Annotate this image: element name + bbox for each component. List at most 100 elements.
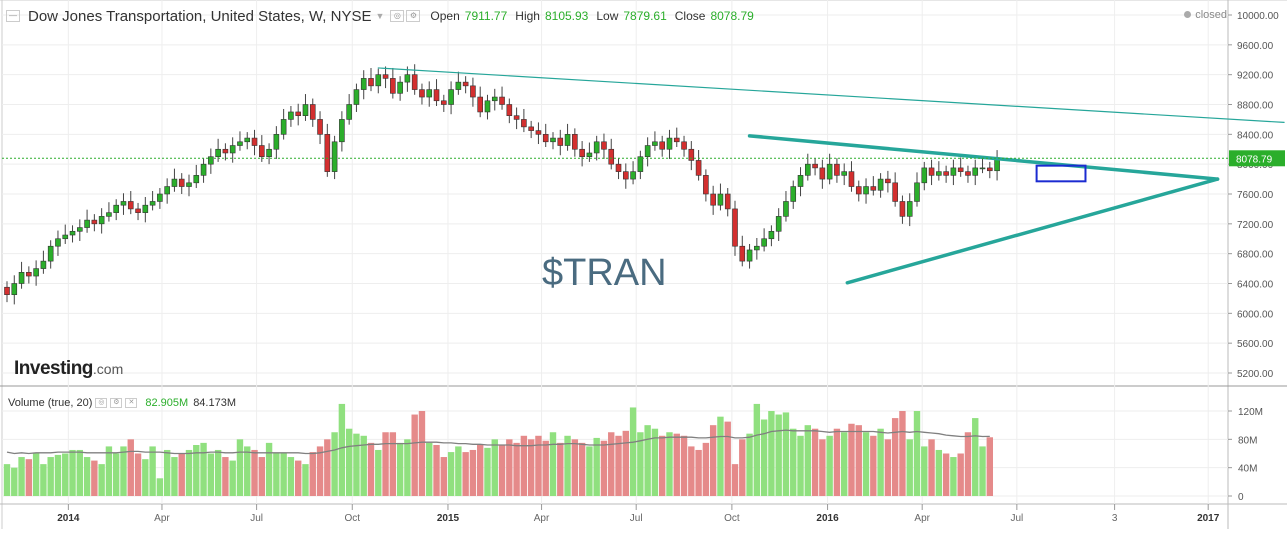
- volume-ma-line: [6, 429, 990, 455]
- volume-bar: [360, 435, 367, 496]
- high-label: High: [515, 9, 540, 23]
- settings-icon[interactable]: ⚙: [110, 398, 123, 408]
- candle-body: [681, 141, 687, 150]
- current-price-tag: [1229, 150, 1285, 167]
- candle-body: [200, 163, 207, 176]
- volume-bar: [666, 432, 673, 496]
- candle-body: [593, 141, 600, 154]
- volume-bar: [353, 433, 360, 496]
- volume-bar: [3, 464, 11, 496]
- candle-body: [280, 119, 287, 135]
- status-dot-icon: [1184, 11, 1192, 18]
- candle-body: [18, 272, 25, 284]
- volume-bar: [891, 418, 899, 496]
- time-tick-label: 2014: [57, 513, 80, 524]
- volume-bar: [200, 442, 207, 496]
- volume-bar: [571, 439, 579, 496]
- candle-body: [120, 201, 127, 206]
- candle-body: [433, 89, 440, 102]
- volume-bar: [870, 435, 877, 496]
- volume-bar: [906, 439, 913, 496]
- volume-bar: [324, 439, 331, 496]
- candle-body: [666, 137, 673, 150]
- volume-bar: [724, 421, 731, 496]
- candle-body: [521, 119, 527, 128]
- volume-bar: [178, 453, 185, 496]
- candle-body: [950, 167, 957, 176]
- volume-bar: [251, 449, 258, 496]
- candle-body: [411, 74, 418, 90]
- volume-bar: [768, 411, 775, 496]
- volume-bar: [615, 435, 622, 496]
- volume-bar: [862, 432, 870, 496]
- candle-body: [171, 178, 178, 187]
- candle-body: [928, 167, 935, 176]
- market-status-text: closed: [1195, 9, 1227, 21]
- candle-body: [557, 137, 564, 146]
- time-tick-label: Oct: [724, 513, 740, 524]
- volume-bar: [338, 403, 346, 496]
- volume-bar: [469, 449, 477, 496]
- volume-bar: [760, 419, 768, 496]
- volume-bar: [47, 457, 54, 496]
- time-tick-label: 3: [1112, 513, 1118, 524]
- candle-body: [644, 145, 651, 158]
- volume-bar: [841, 432, 848, 496]
- settings-icon[interactable]: ⚙: [406, 10, 421, 22]
- volume-bar: [98, 464, 105, 496]
- volume-bar: [222, 457, 229, 496]
- candle-body: [848, 171, 855, 187]
- price-tick-label: 5600.00: [1237, 339, 1274, 350]
- volume-bar: [498, 445, 506, 496]
- candle-body: [91, 219, 98, 225]
- open-label: Open: [430, 9, 460, 23]
- candle-body: [426, 89, 433, 98]
- candle-body: [382, 74, 389, 79]
- volume-bar: [804, 425, 811, 496]
- volume-bar: [979, 446, 986, 496]
- candle-body: [149, 201, 156, 206]
- price-tick-label: 9200.00: [1237, 71, 1274, 82]
- volume-bar: [717, 416, 724, 496]
- candle-body: [506, 104, 513, 116]
- candle-body: [739, 245, 746, 262]
- candle-body: [127, 201, 134, 210]
- volume-bar: [389, 432, 397, 496]
- candle-body: [251, 137, 258, 146]
- visibility-icon[interactable]: ◎: [390, 10, 405, 22]
- volume-tick-label: 0: [1238, 492, 1244, 503]
- volume-bar: [557, 442, 564, 496]
- volume-bar: [433, 445, 440, 496]
- collapse-icon[interactable]: —: [6, 10, 20, 22]
- candle-body: [484, 100, 491, 113]
- candle-body: [229, 145, 236, 154]
- candle-body: [237, 141, 243, 146]
- volume-bar: [608, 432, 615, 496]
- candle-body: [440, 100, 447, 105]
- volume-bar: [775, 414, 782, 496]
- volume-bar: [163, 449, 171, 496]
- candle-body: [193, 175, 200, 184]
- dropdown-icon[interactable]: ▼: [375, 11, 385, 21]
- volume-bar: [426, 442, 433, 496]
- candle-body: [324, 134, 331, 172]
- trendline: [377, 67, 1285, 124]
- volume-bar: [629, 407, 637, 496]
- candle-body: [899, 201, 906, 217]
- time-tick-label: Apr: [914, 513, 930, 524]
- volume-bar: [258, 457, 265, 496]
- volume-bar: [739, 439, 746, 496]
- high-value: 8105.93: [544, 9, 589, 23]
- candle-body: [331, 141, 338, 172]
- candle-body: [986, 167, 993, 172]
- chart-header: — Dow Jones Transportation, United State…: [6, 6, 754, 26]
- candle-body: [863, 186, 869, 195]
- candle-body: [965, 171, 971, 176]
- visibility-icon[interactable]: ◎: [95, 398, 108, 408]
- volume-bar: [520, 435, 528, 496]
- volume-bar: [404, 439, 411, 496]
- price-tick-label: 5200.00: [1237, 369, 1274, 380]
- candle-body: [834, 163, 840, 176]
- volume-bar: [549, 432, 557, 496]
- close-icon[interactable]: ✕: [125, 398, 138, 408]
